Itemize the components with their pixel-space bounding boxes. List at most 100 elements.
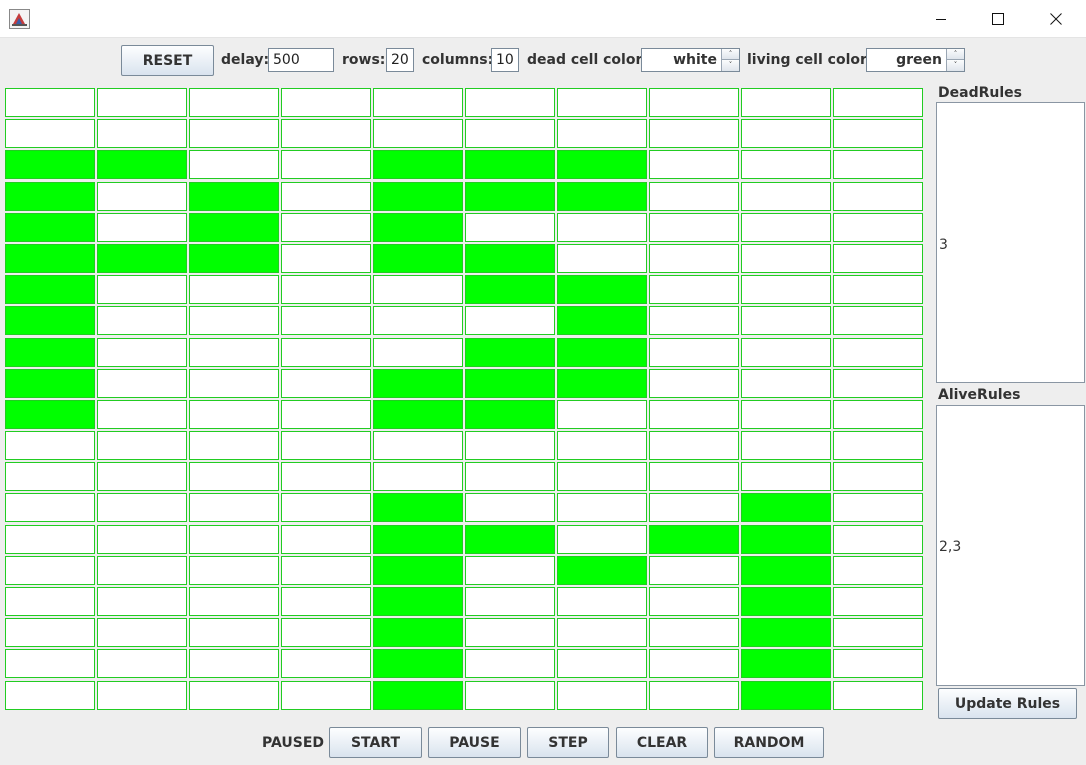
dead-cell[interactable] bbox=[557, 88, 647, 117]
living-cell[interactable] bbox=[5, 399, 95, 429]
start-button[interactable]: START bbox=[329, 727, 422, 758]
dead-cell[interactable] bbox=[741, 243, 831, 273]
dead-cell[interactable] bbox=[741, 119, 831, 149]
dead-cell[interactable] bbox=[557, 680, 647, 710]
dead-cell[interactable] bbox=[189, 680, 279, 710]
living-cell[interactable] bbox=[5, 181, 95, 211]
dead-cell[interactable] bbox=[649, 368, 739, 398]
dead-cell[interactable] bbox=[833, 212, 923, 242]
living-cell[interactable] bbox=[741, 524, 831, 554]
dead-cell[interactable] bbox=[97, 587, 187, 616]
living-cell[interactable] bbox=[465, 337, 555, 367]
dead-cell[interactable] bbox=[741, 399, 831, 429]
living-cell[interactable] bbox=[5, 368, 95, 398]
dead-cell[interactable] bbox=[649, 337, 739, 367]
dead-cell[interactable] bbox=[465, 306, 555, 336]
dead-cell[interactable] bbox=[281, 524, 371, 554]
living-cell[interactable] bbox=[373, 649, 463, 679]
dead-cell[interactable] bbox=[373, 275, 463, 305]
living-cell[interactable] bbox=[97, 243, 187, 273]
dead-cell[interactable] bbox=[557, 462, 647, 492]
dead-cell[interactable] bbox=[97, 306, 187, 336]
dead-cell[interactable] bbox=[649, 150, 739, 180]
dead-cell[interactable] bbox=[189, 493, 279, 523]
dead-cell[interactable] bbox=[281, 88, 371, 117]
dead-cell[interactable] bbox=[97, 618, 187, 648]
dead-cell[interactable] bbox=[833, 337, 923, 367]
living-cell[interactable] bbox=[557, 181, 647, 211]
dead-cell[interactable] bbox=[833, 399, 923, 429]
dead-cell[interactable] bbox=[189, 431, 279, 461]
dead-cell[interactable] bbox=[97, 555, 187, 585]
living-cell[interactable] bbox=[465, 275, 555, 305]
dead-cell[interactable] bbox=[281, 399, 371, 429]
living-cell[interactable] bbox=[5, 306, 95, 336]
dead-cell[interactable] bbox=[741, 275, 831, 305]
dead-cell[interactable] bbox=[741, 212, 831, 242]
dead-cell[interactable] bbox=[741, 88, 831, 117]
dead-cell[interactable] bbox=[833, 275, 923, 305]
dead-cell[interactable] bbox=[281, 275, 371, 305]
dead-cell[interactable] bbox=[465, 555, 555, 585]
dead-cell[interactable] bbox=[97, 212, 187, 242]
dead-cell[interactable] bbox=[741, 181, 831, 211]
dead-cell[interactable] bbox=[465, 119, 555, 149]
dead-cell[interactable] bbox=[465, 462, 555, 492]
dead-cell[interactable] bbox=[5, 649, 95, 679]
living-cell[interactable] bbox=[741, 587, 831, 616]
living-cell[interactable] bbox=[5, 275, 95, 305]
dead-cell[interactable] bbox=[557, 493, 647, 523]
dead-cell[interactable] bbox=[649, 680, 739, 710]
dead-cell[interactable] bbox=[741, 150, 831, 180]
dead-cell[interactable] bbox=[373, 88, 463, 117]
close-button[interactable] bbox=[1033, 0, 1079, 38]
dead-cell[interactable] bbox=[5, 119, 95, 149]
dead-cell[interactable] bbox=[465, 493, 555, 523]
dead-cell[interactable] bbox=[649, 306, 739, 336]
living-cell[interactable] bbox=[741, 649, 831, 679]
dead-cell[interactable] bbox=[281, 243, 371, 273]
dead-cell[interactable] bbox=[833, 493, 923, 523]
dead-cell[interactable] bbox=[833, 618, 923, 648]
random-button[interactable]: RANDOM bbox=[714, 727, 824, 758]
living-cell[interactable] bbox=[649, 524, 739, 554]
dead-cell[interactable] bbox=[557, 618, 647, 648]
dead-cell[interactable] bbox=[189, 88, 279, 117]
dead-cell[interactable] bbox=[557, 587, 647, 616]
dead-cell[interactable] bbox=[649, 587, 739, 616]
dead-cell[interactable] bbox=[465, 618, 555, 648]
dead-cell[interactable] bbox=[281, 587, 371, 616]
living-cell[interactable] bbox=[557, 368, 647, 398]
dead-cell[interactable] bbox=[5, 524, 95, 554]
living-cell[interactable] bbox=[557, 306, 647, 336]
dead-cell[interactable] bbox=[5, 555, 95, 585]
rows-field[interactable]: 20 bbox=[386, 48, 414, 72]
reset-button[interactable]: RESET bbox=[121, 45, 214, 76]
living-cell[interactable] bbox=[5, 337, 95, 367]
dead-cell[interactable] bbox=[833, 368, 923, 398]
dead-cell[interactable] bbox=[5, 462, 95, 492]
living-cell[interactable] bbox=[189, 212, 279, 242]
dead-cell[interactable] bbox=[5, 431, 95, 461]
living-cell[interactable] bbox=[373, 181, 463, 211]
dead-cell[interactable] bbox=[5, 618, 95, 648]
dead-cell[interactable] bbox=[741, 306, 831, 336]
dead-cell[interactable] bbox=[373, 306, 463, 336]
dead-cell[interactable] bbox=[281, 493, 371, 523]
dead-cell[interactable] bbox=[649, 243, 739, 273]
dead-cell[interactable] bbox=[557, 649, 647, 679]
clear-button[interactable]: CLEAR bbox=[616, 727, 708, 758]
living-cell[interactable] bbox=[373, 493, 463, 523]
dead-cell[interactable] bbox=[97, 337, 187, 367]
living-cell[interactable] bbox=[5, 243, 95, 273]
living-cell[interactable] bbox=[465, 524, 555, 554]
dead-cell[interactable] bbox=[649, 181, 739, 211]
dead-cell[interactable] bbox=[833, 119, 923, 149]
dead-cell[interactable] bbox=[649, 649, 739, 679]
dead-cell[interactable] bbox=[649, 618, 739, 648]
columns-field[interactable]: 10 bbox=[491, 48, 519, 72]
dead-cell[interactable] bbox=[281, 119, 371, 149]
pause-button[interactable]: PAUSE bbox=[428, 727, 521, 758]
living-cell[interactable] bbox=[373, 555, 463, 585]
living-color-spinner[interactable]: green ˄ ˅ bbox=[866, 48, 965, 72]
